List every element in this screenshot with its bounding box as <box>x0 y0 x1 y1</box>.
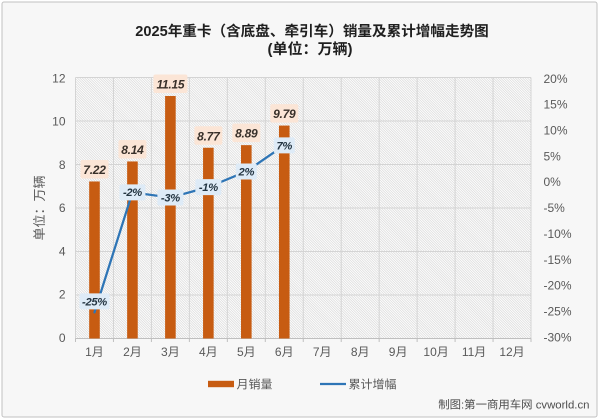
svg-text:10: 10 <box>52 113 66 130</box>
svg-text:1月: 1月 <box>85 343 104 360</box>
svg-text:4月: 4月 <box>199 343 218 360</box>
svg-text:10月: 10月 <box>423 343 448 360</box>
svg-text:-25%: -25% <box>82 293 107 309</box>
svg-text:-20%: -20% <box>544 277 572 294</box>
svg-text:-2%: -2% <box>123 184 142 200</box>
svg-text:-1%: -1% <box>199 179 218 195</box>
svg-text:8.89: 8.89 <box>235 125 258 142</box>
svg-text:11月: 11月 <box>462 343 486 360</box>
svg-text:2%: 2% <box>238 163 255 179</box>
svg-text:5月: 5月 <box>237 343 256 360</box>
svg-text:累计增幅: 累计增幅 <box>349 375 397 392</box>
svg-text:-30%: -30% <box>544 328 572 345</box>
svg-text:-15%: -15% <box>544 251 572 268</box>
svg-text:2月: 2月 <box>123 343 142 360</box>
svg-text:-3%: -3% <box>161 189 180 205</box>
svg-text:7月: 7月 <box>313 343 332 360</box>
svg-text:2: 2 <box>59 286 66 303</box>
svg-text:6: 6 <box>59 199 66 216</box>
svg-text:(单位：万辆): (单位：万辆) <box>268 38 353 59</box>
svg-text:8月: 8月 <box>351 343 370 360</box>
svg-text:6月: 6月 <box>275 343 294 360</box>
svg-text:月销量: 月销量 <box>237 375 273 392</box>
svg-text:-25%: -25% <box>544 302 572 319</box>
svg-text:10%: 10% <box>544 122 568 139</box>
svg-text:7%: 7% <box>276 137 292 153</box>
svg-text:单位：万辆: 单位：万辆 <box>29 175 48 240</box>
svg-text:制图:第一商用车网 cvworld.cn: 制图:第一商用车网 cvworld.cn <box>438 397 589 413</box>
svg-text:15%: 15% <box>544 96 568 113</box>
svg-text:12: 12 <box>52 69 66 86</box>
svg-text:-5%: -5% <box>544 199 566 216</box>
svg-text:-10%: -10% <box>544 225 572 242</box>
svg-text:12月: 12月 <box>499 343 524 360</box>
svg-text:9月: 9月 <box>389 343 408 360</box>
svg-text:8: 8 <box>59 156 66 173</box>
svg-text:20%: 20% <box>544 70 568 87</box>
svg-text:3月: 3月 <box>161 343 180 360</box>
svg-text:0: 0 <box>59 329 66 346</box>
svg-text:7.22: 7.22 <box>83 161 106 178</box>
svg-text:9.79: 9.79 <box>273 105 296 122</box>
svg-text:8.77: 8.77 <box>197 127 221 144</box>
svg-text:8.14: 8.14 <box>121 141 144 158</box>
svg-text:4: 4 <box>59 242 66 259</box>
svg-text:2025年重卡（含底盘、牵引车）销量及累计增幅走势图: 2025年重卡（含底盘、牵引车）销量及累计增幅走势图 <box>135 20 489 41</box>
svg-text:5%: 5% <box>544 147 562 164</box>
svg-text:11.15: 11.15 <box>156 76 184 93</box>
svg-text:0%: 0% <box>544 173 562 190</box>
